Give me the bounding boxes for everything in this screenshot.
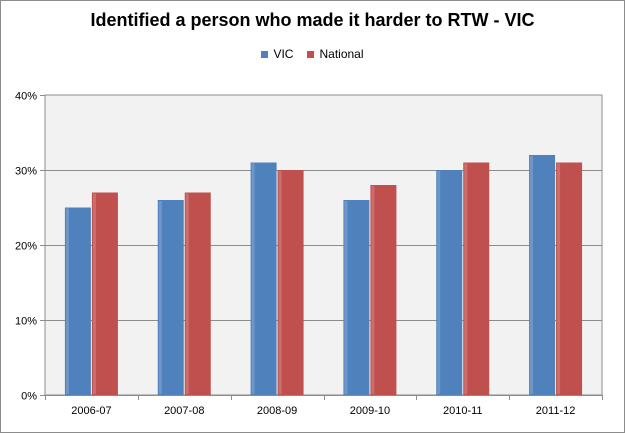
- bar-highlight: [158, 201, 162, 394]
- legend-entry-vic: VIC: [261, 47, 293, 61]
- bar-vic: [436, 170, 463, 395]
- x-tick-label: 2006-07: [71, 405, 111, 417]
- bar-vic: [529, 155, 556, 395]
- bar-national: [556, 162, 583, 395]
- y-tick-label: 20%: [15, 241, 37, 253]
- x-tick-label: 2010-11: [443, 405, 483, 417]
- bar-highlight: [278, 171, 282, 394]
- x-tick-label: 2009-10: [350, 405, 390, 417]
- y-tick-label: 30%: [15, 166, 37, 178]
- bar-national: [184, 192, 211, 395]
- x-tick-label: 2008-09: [257, 405, 297, 417]
- bar-national: [463, 162, 490, 395]
- chart-legend: VIC National: [0, 47, 625, 61]
- bar-highlight: [530, 156, 534, 394]
- bar-vic: [250, 162, 277, 395]
- y-tick-label: 0%: [21, 391, 37, 403]
- legend-label-vic: VIC: [273, 47, 294, 61]
- bar-national: [370, 185, 397, 395]
- bar-highlight: [371, 186, 375, 394]
- bar-highlight: [344, 201, 348, 394]
- bar-highlight: [464, 163, 468, 394]
- bar-vic: [343, 200, 370, 395]
- bar-highlight: [437, 171, 441, 394]
- y-tick-label: 10%: [15, 316, 37, 328]
- bar-national: [91, 192, 118, 395]
- legend-swatch-vic: [261, 50, 269, 58]
- bar-highlight: [92, 193, 96, 394]
- bar-highlight: [251, 163, 255, 394]
- bar-vic: [157, 200, 184, 395]
- bar-highlight: [65, 208, 69, 394]
- x-tick-label: 2007-08: [164, 405, 204, 417]
- x-tick-label: 2011-12: [536, 405, 576, 417]
- legend-swatch-national: [307, 50, 315, 58]
- y-tick-label: 40%: [15, 91, 37, 103]
- bar-vic: [64, 207, 91, 395]
- legend-entry-national: National: [307, 47, 364, 61]
- bar-national: [277, 170, 304, 395]
- legend-label-national: National: [319, 47, 364, 61]
- chart-title: Identified a person who made it harder t…: [90, 10, 535, 30]
- bar-highlight: [185, 193, 189, 394]
- bar-highlight: [557, 163, 561, 394]
